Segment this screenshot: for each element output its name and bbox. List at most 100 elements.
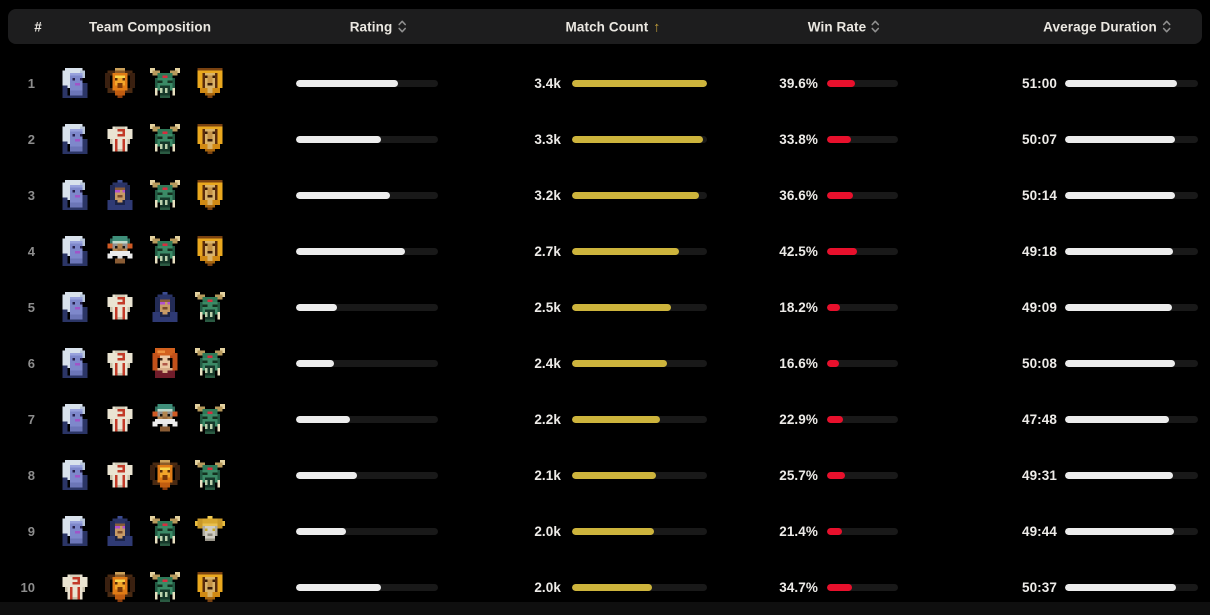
table-row[interactable]: 10 2.0k 34.7% 50:37 (0, 559, 1210, 615)
average-duration-bar-track (1065, 527, 1198, 535)
table-row[interactable]: 9 2.0k 21.4% 49:44 (0, 503, 1210, 559)
table-row[interactable]: 4 2.7k 42.5% 49:18 (0, 223, 1210, 279)
sort-ascending-icon: ↑ (653, 18, 661, 35)
average-duration-value: 49:31 (1021, 467, 1057, 483)
rating-bar-track (296, 471, 438, 479)
match-count-bar (561, 247, 716, 255)
match-count-bar (561, 415, 716, 423)
frost-maiden-icon (60, 236, 90, 266)
rank-number: 1 (27, 75, 35, 91)
sort-updown-icon (398, 20, 406, 33)
white-robe-icon (60, 572, 90, 602)
team-composition (48, 348, 296, 378)
rating-bar-fill (296, 527, 346, 535)
win-rate-bar-fill (827, 79, 856, 87)
rating-bar-fill (296, 191, 390, 199)
column-header-match-count[interactable]: Match Count ↑ (566, 19, 661, 34)
horned-beast-icon (195, 348, 225, 378)
win-rate-bar (818, 135, 908, 143)
dark-hood-icon (105, 180, 135, 210)
lion-crest-icon (195, 236, 225, 266)
win-rate-bar (818, 415, 908, 423)
match-count-bar (561, 191, 716, 199)
rating-bar (296, 247, 446, 255)
footer-strip (0, 602, 1210, 615)
average-duration-bar-track (1065, 79, 1198, 87)
win-rate-bar-fill (827, 583, 852, 591)
lion-crest-icon (195, 180, 225, 210)
horned-beast-icon (150, 124, 180, 154)
table-row[interactable]: 1 3.4k 39.6% 51:00 (0, 55, 1210, 111)
win-rate-bar-track (827, 191, 898, 199)
horned-beast-icon (150, 516, 180, 546)
win-rate-bar-fill (827, 303, 840, 311)
average-duration-bar-fill (1065, 135, 1175, 143)
rating-bar (296, 527, 446, 535)
match-count-bar-track (572, 415, 707, 423)
rating-bar-fill (296, 471, 358, 479)
frost-maiden-icon (60, 124, 90, 154)
rating-bar-fill (296, 79, 399, 87)
table-body: 1 3.4k 39.6% 51:00 2 (0, 55, 1210, 615)
win-rate-bar (818, 191, 908, 199)
average-duration-value: 50:14 (1021, 187, 1057, 203)
table-row[interactable]: 8 2.1k 25.7% 49:31 (0, 447, 1210, 503)
white-robe-icon (105, 348, 135, 378)
rating-bar-fill (296, 247, 406, 255)
average-duration-value: 49:18 (1021, 243, 1057, 259)
rating-bar-fill (296, 359, 335, 367)
table-row[interactable]: 3 3.2k 36.6% 50:14 (0, 167, 1210, 223)
team-composition-header-label: Team Composition (88, 19, 212, 34)
win-rate-value: 34.7% (779, 579, 818, 595)
rating-bar-fill (296, 135, 382, 143)
average-duration-bar-track (1065, 471, 1198, 479)
table-row[interactable]: 7 2.2k 22.9% 47:48 (0, 391, 1210, 447)
table-row[interactable]: 2 3.3k 33.8% 50:07 (0, 111, 1210, 167)
match-count-bar-fill (572, 191, 699, 199)
average-duration-bar (1057, 79, 1210, 87)
horned-beast-icon (150, 572, 180, 602)
win-rate-value: 21.4% (779, 523, 818, 539)
dark-hood-icon (150, 292, 180, 322)
match-count-bar-fill (572, 415, 660, 423)
rank-number: 7 (27, 411, 35, 427)
table-row[interactable]: 5 2.5k 18.2% 49:09 (0, 279, 1210, 335)
white-robe-icon (105, 292, 135, 322)
average-duration-header-label: Average Duration (1043, 19, 1157, 34)
goggles-dwarf-icon (105, 236, 135, 266)
column-header-average-duration[interactable]: Average Duration (1043, 19, 1171, 34)
column-header-rating[interactable]: Rating (350, 19, 407, 34)
match-count-bar (561, 471, 716, 479)
win-rate-bar-track (827, 135, 898, 143)
flame-demon-icon (150, 460, 180, 490)
average-duration-bar-fill (1065, 247, 1173, 255)
win-rate-bar-fill (827, 415, 844, 423)
win-rate-bar (818, 471, 908, 479)
win-rate-value: 33.8% (779, 131, 818, 147)
rating-header-label: Rating (349, 19, 393, 34)
column-header-win-rate[interactable]: Win Rate (808, 19, 880, 34)
column-header-rank: # (34, 19, 42, 34)
match-count-bar-track (572, 303, 707, 311)
rank-number: 10 (20, 579, 35, 595)
average-duration-bar-fill (1065, 583, 1177, 591)
win-rate-bar-track (827, 247, 898, 255)
horned-beast-icon (195, 404, 225, 434)
match-count-value: 3.4k (534, 75, 561, 91)
match-count-bar-track (572, 527, 707, 535)
average-duration-bar-track (1065, 359, 1198, 367)
horned-beast-icon (150, 236, 180, 266)
table-row[interactable]: 6 2.4k 16.6% 50:08 (0, 335, 1210, 391)
horned-beast-icon (195, 292, 225, 322)
frost-maiden-icon (60, 348, 90, 378)
win-rate-bar (818, 79, 908, 87)
win-rate-bar-track (827, 527, 898, 535)
average-duration-bar (1057, 247, 1210, 255)
match-count-value: 2.0k (534, 579, 561, 595)
lion-crest-icon (195, 124, 225, 154)
match-count-bar (561, 527, 716, 535)
rating-bar (296, 583, 446, 591)
team-composition (48, 572, 296, 602)
rank-number: 9 (27, 523, 35, 539)
white-robe-icon (105, 460, 135, 490)
